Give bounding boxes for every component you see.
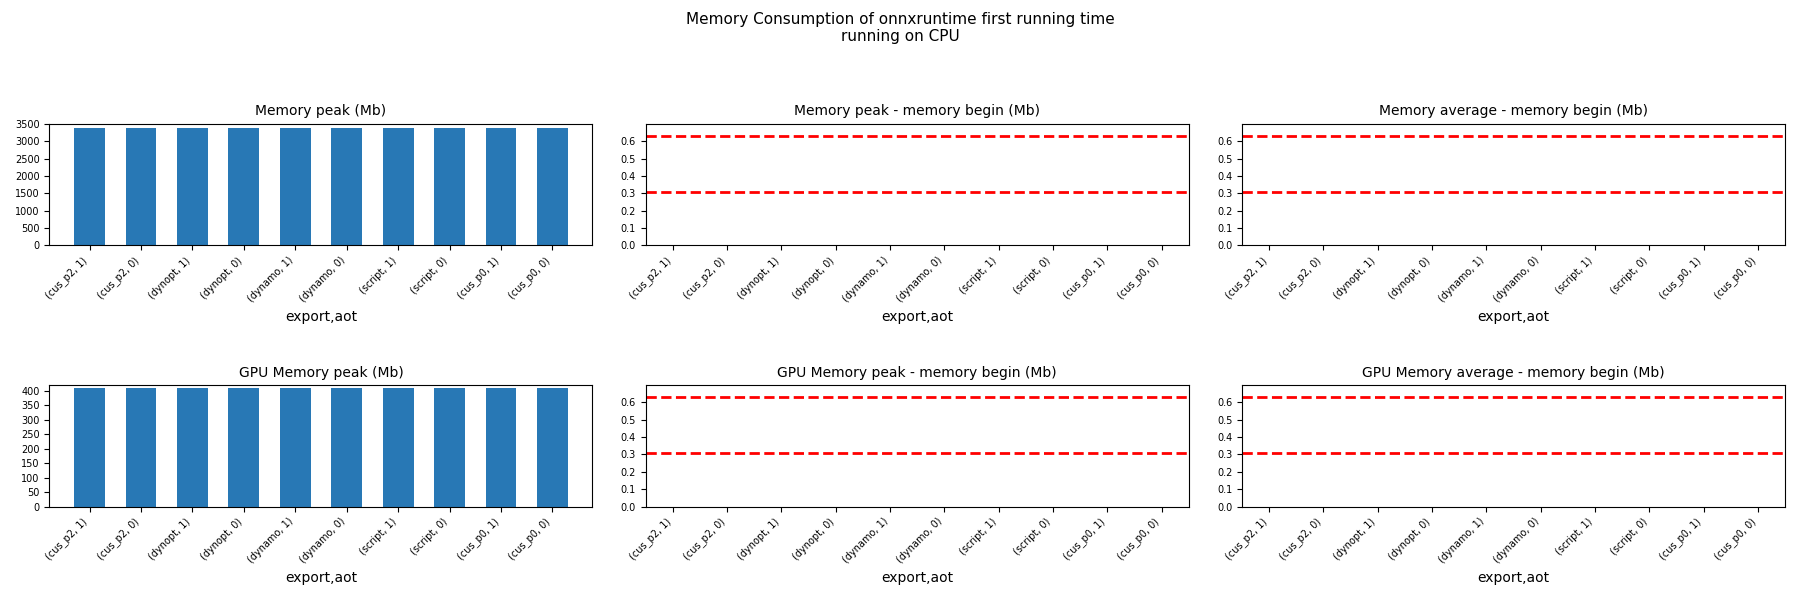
Bar	[176, 388, 207, 506]
Bar	[126, 388, 157, 506]
Bar	[536, 388, 567, 506]
Title: GPU Memory average - memory begin (Mb): GPU Memory average - memory begin (Mb)	[1363, 365, 1665, 380]
X-axis label: export,aot: export,aot	[882, 571, 954, 585]
Title: GPU Memory peak - memory begin (Mb): GPU Memory peak - memory begin (Mb)	[778, 365, 1057, 380]
Bar	[434, 128, 464, 245]
Title: Memory peak - memory begin (Mb): Memory peak - memory begin (Mb)	[794, 104, 1040, 118]
X-axis label: export,aot: export,aot	[882, 310, 954, 324]
Bar	[486, 128, 517, 245]
Title: Memory peak (Mb): Memory peak (Mb)	[256, 104, 387, 118]
Bar	[536, 128, 567, 245]
Bar	[383, 128, 414, 245]
Bar	[331, 388, 362, 506]
Text: Memory Consumption of onnxruntime first running time
running on CPU: Memory Consumption of onnxruntime first …	[686, 12, 1114, 44]
Bar	[279, 128, 311, 245]
Bar	[229, 128, 259, 245]
Bar	[279, 388, 311, 506]
Bar	[434, 388, 464, 506]
Title: Memory average - memory begin (Mb): Memory average - memory begin (Mb)	[1379, 104, 1649, 118]
Bar	[331, 128, 362, 245]
Bar	[176, 128, 207, 245]
X-axis label: export,aot: export,aot	[1478, 310, 1550, 324]
Bar	[74, 128, 104, 245]
X-axis label: export,aot: export,aot	[1478, 571, 1550, 585]
Title: GPU Memory peak (Mb): GPU Memory peak (Mb)	[239, 365, 403, 380]
Bar	[486, 388, 517, 506]
Bar	[74, 388, 104, 506]
Bar	[229, 388, 259, 506]
X-axis label: export,aot: export,aot	[284, 571, 356, 585]
Bar	[126, 128, 157, 245]
X-axis label: export,aot: export,aot	[284, 310, 356, 324]
Bar	[383, 388, 414, 506]
